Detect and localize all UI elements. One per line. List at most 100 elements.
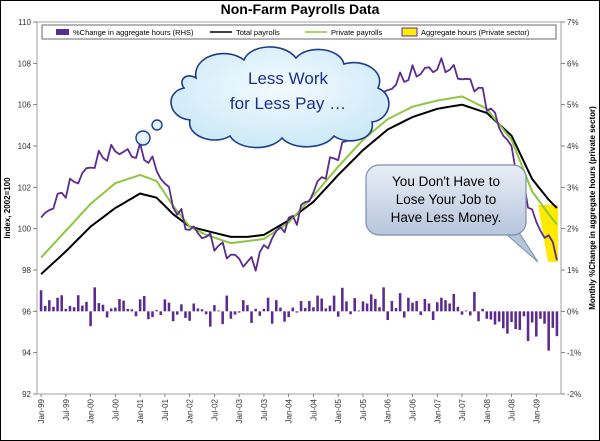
pct-change-bar — [493, 311, 497, 325]
pct-change-bar — [518, 311, 522, 330]
pct-change-bar — [270, 311, 274, 324]
pct-change-bar — [543, 311, 546, 324]
pct-change-bar — [514, 311, 517, 330]
pct-change-bar — [56, 297, 59, 312]
pct-change-bar — [535, 311, 538, 337]
left-tick-label: 100 — [18, 225, 32, 234]
x-tick-label: Jan-04 — [285, 398, 294, 423]
pct-change-bar — [365, 303, 369, 312]
pct-change-bar — [502, 311, 505, 329]
x-tick-label: Jan-02 — [186, 398, 195, 423]
pct-change-bar — [254, 308, 257, 312]
pct-change-bar — [303, 308, 307, 312]
pct-change-bar — [275, 300, 278, 312]
pct-change-bar — [468, 311, 472, 316]
pct-change-bar — [328, 305, 332, 312]
pct-change-bar — [237, 311, 241, 313]
pct-change-bars — [39, 287, 559, 351]
pct-change-bar — [266, 297, 270, 312]
pct-change-bar — [283, 311, 286, 322]
pct-change-bar — [171, 311, 175, 322]
pct-change-bar — [448, 303, 451, 312]
x-tick-label: Jul-00 — [111, 398, 120, 420]
pct-change-bar — [52, 306, 55, 312]
pct-change-bar — [332, 295, 336, 312]
pct-change-bar — [68, 305, 72, 312]
right-axis: -2% -1% 0% 1% 2% 3% 4% 5% 6% 7% — [561, 18, 581, 399]
pct-change-bar — [188, 311, 191, 321]
pct-change-bar — [427, 303, 431, 312]
pct-change-bar — [402, 311, 406, 318]
x-tick-label: Jul-99 — [62, 398, 71, 420]
pct-change-bar — [118, 298, 121, 312]
pct-change-bar — [147, 311, 150, 320]
pct-change-bar — [155, 310, 158, 312]
pct-change-bar — [551, 311, 555, 328]
pct-change-bar — [262, 308, 266, 312]
pct-change-bar — [221, 311, 224, 325]
pct-change-bar — [353, 298, 356, 312]
pct-change-bar — [184, 311, 187, 318]
pct-change-bar — [64, 308, 68, 312]
pct-change-bar — [134, 311, 138, 317]
x-tick-label: Jan-05 — [334, 398, 343, 423]
pct-change-bar — [398, 293, 402, 312]
pct-change-bar — [522, 311, 526, 317]
pct-change-bar — [258, 311, 262, 316]
pct-change-bar — [440, 297, 443, 312]
pct-change-bar — [547, 311, 550, 351]
pct-change-bar — [456, 306, 460, 312]
pct-change-bar — [530, 311, 534, 323]
pct-change-bar — [196, 308, 200, 312]
x-tick-label: Jul-07 — [458, 398, 467, 420]
right-tick-label: -2% — [567, 390, 581, 399]
left-tick-label: 102 — [18, 183, 32, 192]
pct-change-bar — [126, 308, 130, 312]
legend-entry-bars: %Change in aggregate hours (RHS) — [73, 28, 194, 37]
left-tick-label: 98 — [22, 266, 31, 275]
pct-change-bar — [242, 300, 245, 312]
pct-change-bar — [444, 300, 447, 312]
x-tick-label: Jan-03 — [235, 398, 244, 423]
legend-entry-total: Total payrolls — [236, 28, 280, 37]
legend-swatch-bars — [56, 29, 69, 35]
pct-change-bar — [452, 293, 456, 312]
right-tick-label: 3% — [567, 183, 579, 192]
legend-entry-aggregate: Aggregate hours (Private sector) — [421, 28, 530, 37]
x-tick-label: Jul-01 — [161, 398, 170, 420]
x-tick-label: Jan-08 — [483, 398, 492, 423]
series-lines — [40, 57, 558, 275]
right-tick-label: 6% — [567, 59, 579, 68]
pct-change-bar — [390, 301, 394, 312]
pct-change-bar — [114, 307, 117, 312]
pct-change-bar — [279, 307, 282, 312]
pct-change-bar — [382, 287, 385, 312]
pct-change-bar — [526, 311, 530, 342]
pct-change-bar — [423, 298, 427, 312]
pct-change-bar — [336, 311, 340, 317]
cloud-callout: Less Work for Less Pay … — [135, 46, 390, 149]
pct-change-bar — [435, 302, 439, 312]
cloud-text-line-1: Less Work — [248, 69, 328, 88]
pct-change-bar — [419, 311, 423, 316]
pct-change-bar — [213, 305, 216, 312]
pct-change-bar — [93, 287, 96, 312]
left-axis: 92 94 96 98 100 102 104 106 108 110 — [18, 18, 37, 399]
pct-change-bar — [473, 291, 476, 312]
pct-change-bar — [246, 305, 249, 312]
pct-change-bar — [345, 301, 348, 312]
pct-change-bar — [555, 311, 559, 337]
pct-change-bar — [539, 311, 542, 319]
x-tick-label: Jan-06 — [384, 398, 393, 423]
box-callout: You Don't Have to Lose Your Job to Have … — [365, 164, 539, 263]
pct-change-bar — [109, 308, 113, 312]
pct-change-bar — [43, 305, 47, 312]
pct-change-bar — [312, 307, 315, 312]
pct-change-bar — [357, 310, 361, 312]
pct-change-bar — [72, 307, 76, 312]
pct-change-bar — [369, 294, 373, 312]
pct-change-bar — [324, 308, 328, 312]
pct-change-bar — [48, 300, 51, 312]
pct-change-bar — [142, 296, 146, 312]
